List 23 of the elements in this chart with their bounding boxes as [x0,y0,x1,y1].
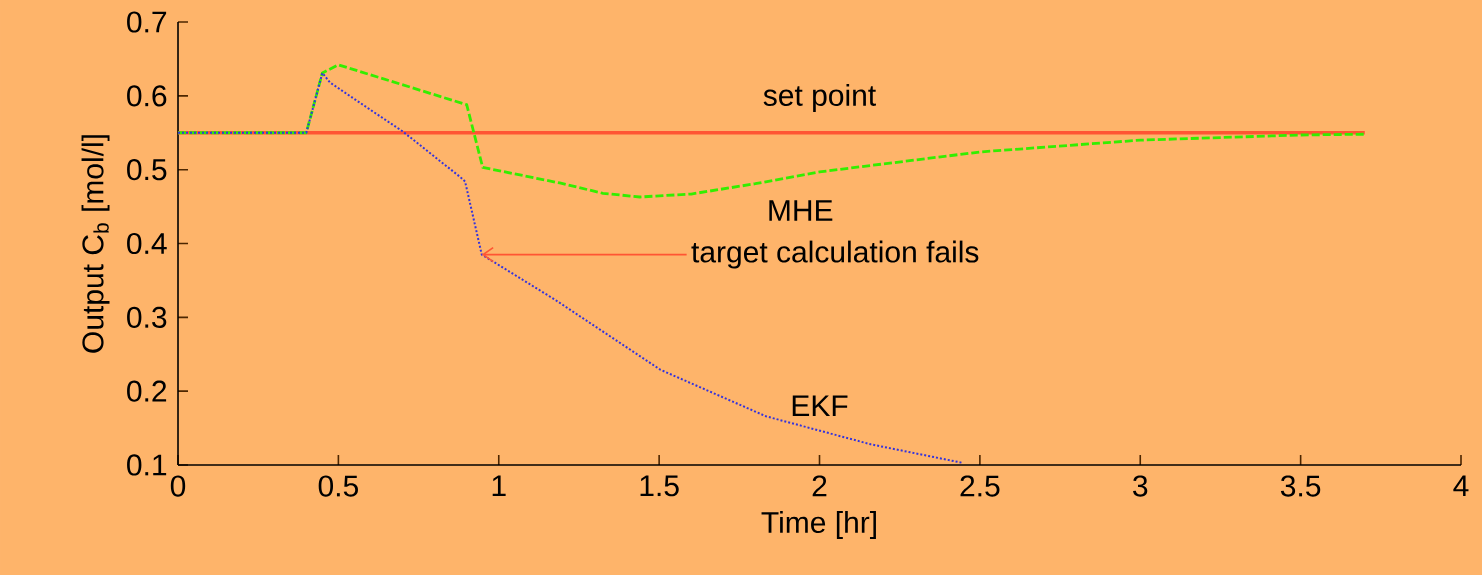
y-tick-label: 0.4 [127,232,167,255]
y-tick-label: 0.2 [127,380,167,402]
y-tick-label: 0.7 [127,11,167,33]
y-tick-label: 0.6 [127,85,167,107]
x-tick-label: 3 [1133,475,1148,497]
y-tick-label: 0.5 [127,159,167,181]
line-series [176,63,1367,199]
series-label: set point [763,83,876,112]
x-tick-label: 1.5 [640,475,679,497]
x-tick-label: 2.5 [960,475,1000,497]
y-axis-title: Output C$_{b}$ [mol/l] [81,135,110,353]
annotation: target calculation fails [691,240,979,269]
series-label: EKF [792,395,848,417]
x-tick-label: 4 [1453,475,1469,497]
y-tick-label: 0.1 [127,454,167,476]
x-axis-title: Time [hr] [761,511,876,539]
x-tick-label: 1 [492,475,506,497]
x-tick-label: 3.5 [1280,475,1321,497]
x-tick-label: 2 [812,475,827,497]
x-tick-label: 0.5 [318,475,358,497]
series-label: MHE [769,200,833,221]
y-tick-label: 0.3 [127,306,167,328]
x-tick-label: 0 [170,475,186,497]
